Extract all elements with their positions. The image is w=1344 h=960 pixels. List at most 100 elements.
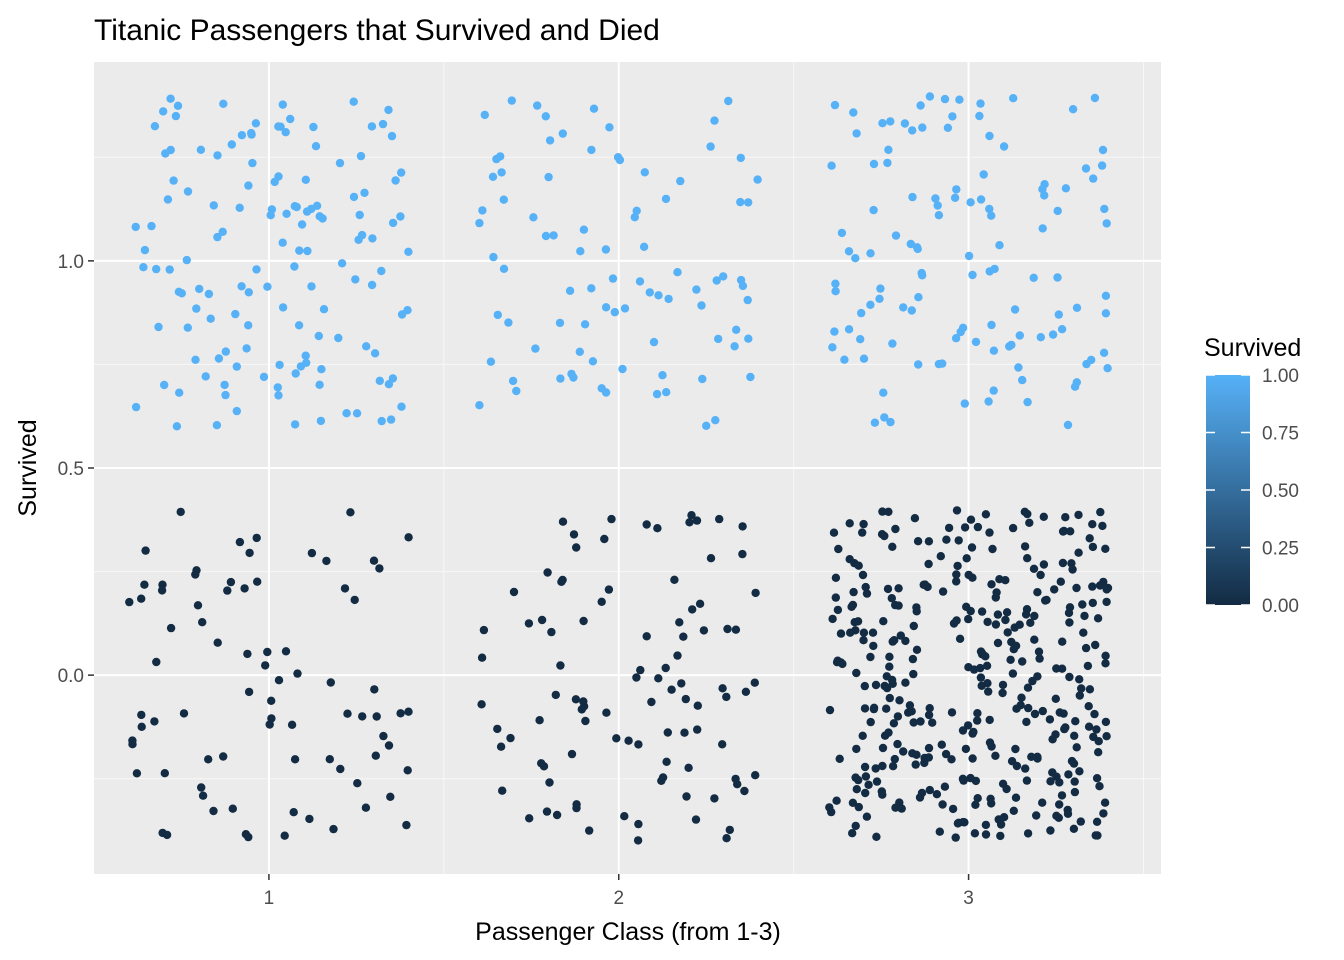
data-point bbox=[825, 705, 835, 715]
data-point bbox=[309, 122, 318, 132]
data-point bbox=[589, 104, 599, 113]
data-point bbox=[605, 123, 614, 132]
data-point bbox=[196, 145, 206, 154]
data-point bbox=[952, 185, 961, 194]
data-point bbox=[219, 99, 228, 109]
data-point bbox=[232, 362, 241, 371]
data-point bbox=[403, 766, 412, 775]
data-point bbox=[615, 155, 625, 165]
data-point bbox=[981, 820, 991, 830]
data-point bbox=[661, 663, 670, 673]
data-point bbox=[880, 413, 889, 422]
data-point bbox=[386, 792, 395, 801]
data-point bbox=[403, 306, 412, 315]
data-point bbox=[869, 205, 878, 215]
data-point bbox=[140, 580, 149, 589]
data-point bbox=[866, 717, 875, 727]
data-point bbox=[204, 289, 214, 299]
data-point bbox=[633, 836, 643, 845]
data-point bbox=[166, 623, 176, 633]
data-point bbox=[356, 151, 366, 161]
data-point bbox=[876, 284, 885, 293]
data-point bbox=[227, 140, 236, 149]
data-point bbox=[1077, 684, 1086, 693]
data-point bbox=[1034, 647, 1044, 656]
data-point bbox=[1068, 565, 1077, 574]
data-point bbox=[891, 231, 901, 240]
x-tick-label: 1 bbox=[264, 888, 275, 909]
data-point bbox=[1057, 325, 1067, 334]
data-point bbox=[303, 246, 312, 256]
data-point bbox=[1039, 560, 1049, 569]
data-point bbox=[848, 829, 857, 838]
data-point bbox=[893, 739, 902, 749]
data-point bbox=[280, 831, 289, 840]
data-point bbox=[884, 507, 893, 516]
data-point bbox=[572, 543, 581, 552]
data-point bbox=[508, 376, 518, 386]
data-point bbox=[1092, 725, 1101, 734]
data-point bbox=[349, 192, 359, 202]
data-point bbox=[912, 607, 921, 616]
data-point bbox=[307, 548, 317, 558]
data-point bbox=[880, 531, 889, 541]
data-point bbox=[479, 625, 489, 635]
data-point bbox=[1018, 375, 1027, 385]
data-point bbox=[334, 333, 343, 343]
data-point bbox=[1010, 305, 1020, 314]
data-point bbox=[987, 320, 996, 330]
data-point bbox=[140, 245, 150, 255]
data-point bbox=[541, 112, 550, 121]
data-point bbox=[604, 585, 614, 594]
data-point bbox=[1033, 672, 1042, 681]
data-point bbox=[858, 731, 867, 740]
data-point bbox=[1046, 777, 1055, 786]
data-point bbox=[725, 825, 734, 835]
data-point bbox=[296, 362, 306, 371]
data-point bbox=[723, 624, 732, 634]
data-point bbox=[866, 652, 875, 662]
data-point bbox=[993, 610, 1003, 619]
data-point bbox=[294, 321, 304, 330]
data-point bbox=[1023, 683, 1033, 692]
data-point bbox=[1061, 184, 1071, 193]
data-point bbox=[992, 588, 1001, 597]
data-point bbox=[533, 101, 542, 110]
data-point bbox=[831, 573, 841, 582]
data-point bbox=[1099, 348, 1109, 357]
data-point bbox=[241, 830, 251, 839]
data-point bbox=[751, 588, 760, 598]
x-axis-title: Passenger Class (from 1-3) bbox=[475, 918, 781, 946]
data-point bbox=[1088, 542, 1098, 552]
data-point bbox=[1055, 778, 1064, 787]
data-point bbox=[1063, 809, 1073, 818]
data-point bbox=[475, 401, 484, 410]
data-point bbox=[910, 514, 920, 523]
data-point bbox=[1057, 664, 1067, 673]
data-point bbox=[1101, 651, 1110, 660]
data-point bbox=[377, 266, 386, 276]
data-point bbox=[1103, 583, 1113, 593]
data-point bbox=[290, 755, 300, 764]
data-point bbox=[859, 519, 868, 529]
data-point bbox=[989, 346, 999, 355]
data-point bbox=[166, 94, 175, 103]
data-point bbox=[1085, 685, 1095, 694]
data-point bbox=[995, 241, 1004, 250]
data-point bbox=[642, 520, 651, 529]
data-point bbox=[833, 605, 843, 615]
legend-tick-label: 0.25 bbox=[1262, 539, 1299, 560]
data-point bbox=[555, 318, 565, 328]
data-point bbox=[316, 416, 326, 426]
data-point bbox=[351, 275, 360, 284]
data-point bbox=[384, 741, 394, 750]
data-point bbox=[488, 172, 498, 181]
data-point bbox=[1018, 657, 1027, 666]
data-point bbox=[1059, 526, 1069, 536]
data-point bbox=[891, 524, 900, 534]
data-point bbox=[912, 645, 922, 654]
data-point bbox=[371, 751, 380, 760]
data-point bbox=[1038, 798, 1047, 807]
data-point bbox=[147, 221, 156, 231]
data-point bbox=[971, 337, 981, 347]
